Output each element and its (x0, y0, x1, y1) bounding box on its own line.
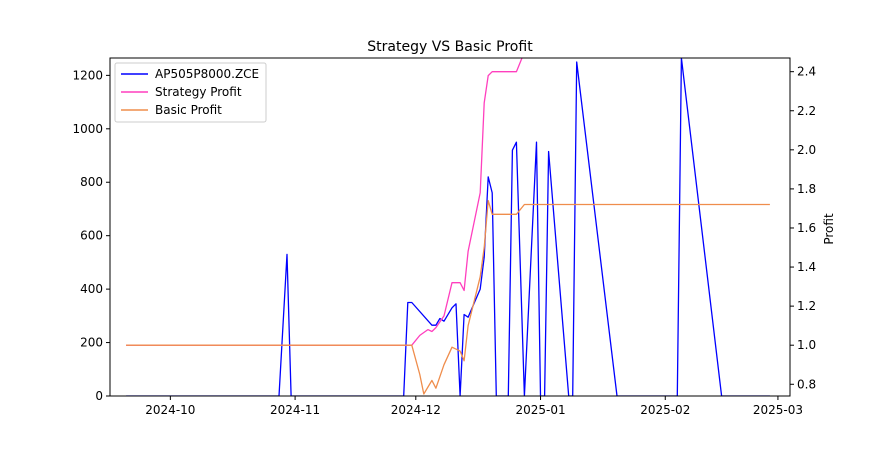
y-right-tick-label: 2.4 (797, 65, 816, 79)
legend-box (114, 62, 267, 123)
x-tick-label: 2025-02 (640, 403, 690, 417)
x-tick-label: 2024-11 (270, 403, 320, 417)
y-left-tick-label: 600 (80, 229, 103, 243)
y-right-tick-label: 1.8 (797, 182, 816, 196)
y-left-tick-label: 800 (80, 175, 103, 189)
y-left-tick-label: 1000 (72, 122, 103, 136)
right-axis-label: Profit (822, 213, 836, 245)
series-line-strategy-profit (126, 58, 523, 346)
y-right-tick-label: 2.2 (797, 104, 816, 118)
x-tick-label: 2024-10 (145, 403, 195, 417)
series-line-ap505p8000-zce (126, 58, 770, 396)
y-right-tick-label: 1.0 (797, 338, 816, 352)
y-right-tick-label: 1.2 (797, 299, 816, 313)
series-line-basic-profit (126, 199, 770, 395)
legend-label-strategy-profit: Strategy Profit (155, 85, 242, 99)
y-right-tick-label: 1.6 (797, 221, 816, 235)
x-tick-label: 2024-12 (391, 403, 441, 417)
plot-frame (109, 57, 791, 397)
y-left-tick-label: 200 (80, 336, 103, 350)
y-right-tick-label: 0.8 (797, 377, 816, 391)
x-tick-label: 2025-01 (515, 403, 565, 417)
y-right-tick-label: 1.4 (797, 260, 816, 274)
y-left-tick-label: 400 (80, 282, 103, 296)
x-tick-label: 2025-03 (753, 403, 803, 417)
legend-label-ap505p8000: AP505P8000.ZCE (155, 67, 259, 81)
legend: AP505P8000.ZCE Strategy Profit Basic Pro… (114, 62, 267, 123)
y-right-tick-label: 2.0 (797, 143, 816, 157)
y-left-tick-label: 1200 (72, 68, 103, 82)
chart-title: Strategy VS Basic Profit (367, 39, 533, 55)
legend-label-basic-profit: Basic Profit (155, 103, 222, 117)
y-left-tick-label: 0 (95, 389, 103, 403)
